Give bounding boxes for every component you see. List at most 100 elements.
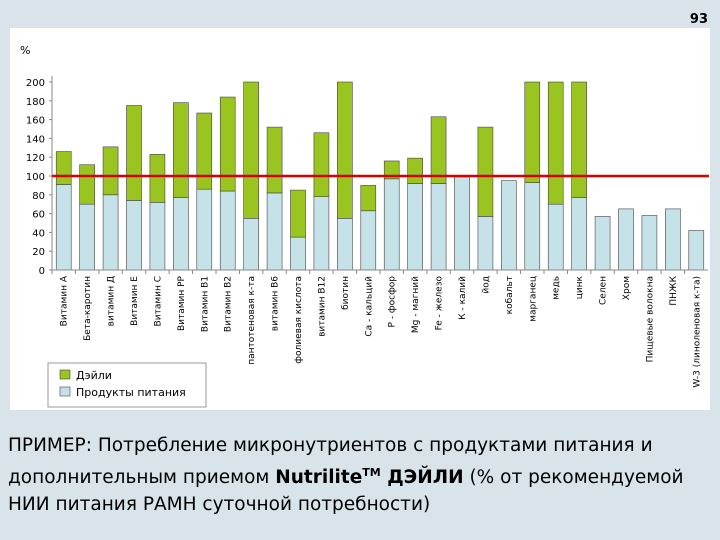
legend-label: Продукты питания	[76, 386, 186, 399]
y-tick-label: 20	[32, 247, 45, 258]
category-label: биотин	[341, 276, 351, 310]
bar-daily	[407, 157, 423, 184]
bar-daily	[290, 189, 306, 238]
y-tick-label: 180	[26, 97, 45, 108]
bar-daily	[337, 81, 353, 219]
category-label: К - калий	[458, 276, 468, 320]
category-label: Р - фосфор	[388, 276, 398, 328]
bar-daily	[524, 81, 541, 183]
bar-daily	[571, 81, 587, 198]
bar-food	[102, 194, 119, 271]
category-label: Витамин Е	[130, 276, 140, 326]
bar-food	[360, 210, 377, 271]
chart-panel: % 0 20 40 60 80 100 120 140 160 180 200 Витамин А Бе…	[10, 28, 710, 410]
category-label: ПНЖК	[669, 275, 679, 305]
bar-daily	[430, 116, 447, 184]
bar-daily	[360, 185, 377, 212]
y-tick-label: 80	[32, 191, 45, 202]
y-tick-label: 0	[39, 266, 45, 277]
bar-daily	[243, 81, 259, 219]
bar-daily	[266, 126, 283, 194]
bar-daily	[126, 105, 142, 201]
bar-daily	[102, 146, 119, 196]
legend-swatch	[59, 369, 71, 380]
category-label: витамин В6	[271, 276, 281, 331]
category-label: Витамин В2	[224, 276, 234, 332]
bar-food	[383, 178, 400, 271]
bar-food	[196, 188, 213, 271]
legend-box	[47, 362, 207, 408]
category-label: кобальт	[505, 276, 515, 314]
bar-daily	[79, 164, 95, 205]
y-tick-label: 160	[26, 116, 45, 127]
bar-food	[337, 218, 353, 271]
bar-food	[547, 203, 564, 271]
category-label: Пищевые волокна	[645, 276, 655, 362]
caption-trademark: TM	[362, 466, 381, 479]
bar-daily	[477, 126, 494, 217]
bar-daily	[313, 132, 330, 197]
category-label: Mg - магний	[411, 276, 421, 333]
bar-food	[173, 197, 189, 271]
bar-daily	[55, 151, 72, 185]
bar-food	[688, 230, 705, 271]
category-label: Витамин РР	[177, 275, 187, 331]
category-label: йод	[481, 276, 491, 294]
bar-food	[641, 215, 658, 271]
y-tick-label: 40	[32, 228, 45, 239]
category-label: Селен	[599, 276, 609, 305]
category-label: Fe - железо	[435, 276, 445, 331]
category-label: Витамин С	[153, 276, 163, 326]
category-label: фолиевая кислота	[294, 276, 304, 364]
bar-food	[407, 183, 423, 271]
category-label: Са - кальций	[364, 276, 374, 337]
bar-food	[266, 192, 283, 271]
bar-food	[477, 216, 494, 271]
y-tick-label: 120	[26, 153, 45, 164]
category-label: медь	[552, 276, 562, 300]
bar-food	[243, 218, 259, 271]
bar-food	[313, 196, 330, 271]
category-label: Витамин В1	[200, 276, 210, 332]
caption-brand-name: ДЭЙЛИ	[380, 467, 464, 489]
bar-daily	[547, 81, 564, 205]
y-axis-label: %	[20, 44, 30, 57]
bar-food	[430, 183, 447, 271]
category-label: витамин Д	[107, 276, 117, 326]
bar-food	[665, 208, 681, 271]
y-tick-label: 60	[32, 210, 45, 221]
bar-food	[524, 182, 541, 271]
caption: ПРИМЕР: Потребление микронутриентов с пр…	[8, 432, 708, 518]
y-tick-label: 100	[26, 172, 45, 183]
category-label: Бета-каротин	[83, 276, 93, 341]
category-label: цинк	[575, 275, 585, 299]
chart: % 0 20 40 60 80 100 120 140 160 180 200 Витамин А Бе…	[20, 44, 709, 408]
bar-food	[126, 200, 142, 271]
bar-daily	[173, 102, 189, 198]
y-tick-label: 140	[26, 134, 45, 145]
bar-food	[290, 236, 306, 271]
bar-food	[501, 180, 517, 271]
bar-food	[594, 216, 611, 271]
category-label: марганец	[528, 276, 538, 322]
category-label: витамин В12	[317, 276, 327, 337]
legend-label: Дэйли	[76, 369, 112, 382]
bar-daily	[149, 154, 166, 203]
bar-food	[149, 202, 166, 271]
bar-daily	[196, 112, 213, 190]
category-label: пантотеновая к-та	[247, 276, 257, 365]
bar-food	[454, 176, 470, 271]
category-label: Витамин А	[60, 275, 70, 326]
caption-brand: Nutrilite	[275, 467, 363, 489]
bar-food	[79, 203, 95, 271]
bar-daily	[219, 96, 236, 192]
bar-food	[219, 190, 236, 271]
bar-food	[55, 184, 72, 271]
legend-swatch	[59, 386, 71, 397]
category-label: Хром	[622, 276, 632, 300]
caption-text-1: ПРИМЕР: Потребление микронутриентов с пр…	[8, 435, 653, 489]
category-label: W-3 (линоленовая к-та)	[692, 276, 702, 388]
bar-food	[618, 208, 634, 271]
slide-number: 93	[689, 12, 708, 27]
bar-food	[571, 197, 587, 271]
